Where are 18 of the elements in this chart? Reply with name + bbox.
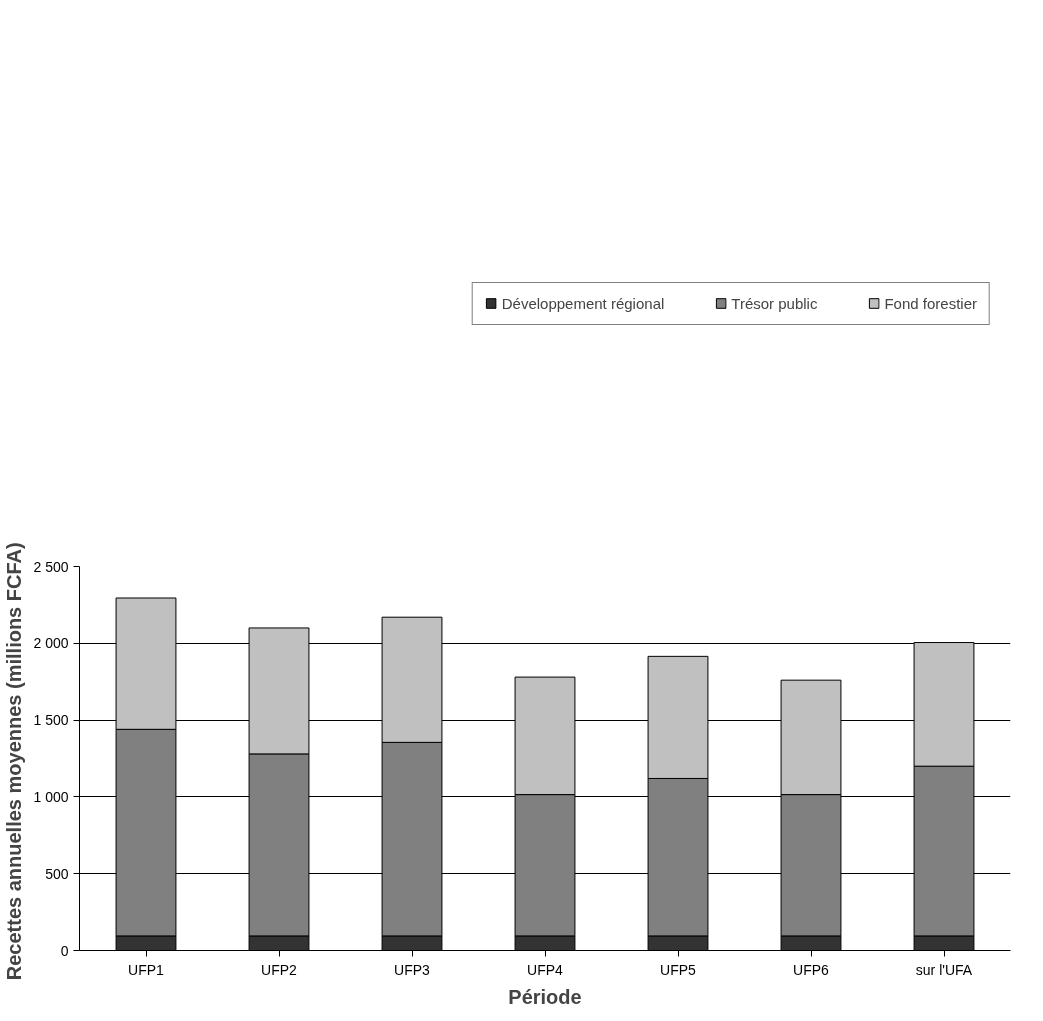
y-tick-label: 1 500: [33, 712, 69, 729]
x-tick-label: UFP3: [394, 961, 431, 978]
y-tick-label: 2 500: [33, 558, 69, 575]
x-tick-label: sur l'UFA: [915, 961, 973, 978]
legend-label: Trésor public: [731, 294, 818, 312]
y-tick-label: 0: [60, 942, 69, 959]
x-tick-label: UFP4: [527, 961, 564, 978]
x-tick-label: UFP1: [128, 961, 165, 978]
y-axis-title: Recettes annuelles moyennes (millions FCFA): [3, 542, 26, 981]
x-tick-label: UFP5: [660, 961, 697, 978]
legend-label: Développement régional: [501, 294, 665, 312]
y-tick-label: 1 000: [33, 788, 69, 805]
x-tick-label: UFP2: [261, 961, 298, 978]
x-tick-label: UFP6: [793, 961, 830, 978]
x-axis-title: Période: [508, 985, 582, 1008]
y-tick-label: 500: [45, 865, 69, 882]
legend-label: Fond forestier: [884, 294, 977, 312]
y-tick-label: 2 000: [33, 635, 69, 652]
